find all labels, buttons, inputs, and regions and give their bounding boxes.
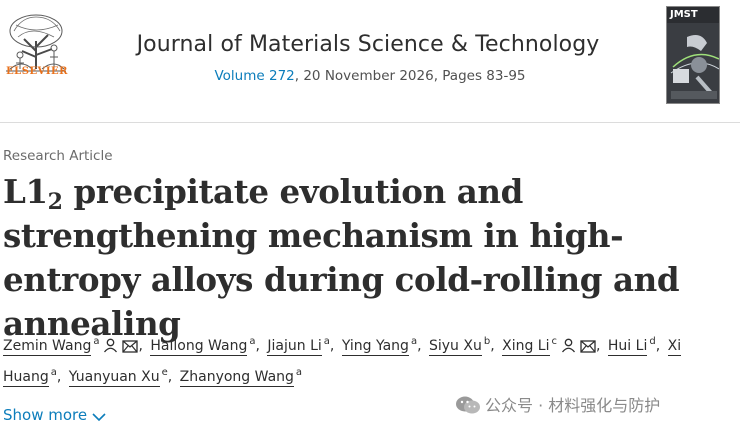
- journal-cover-image[interactable]: JMST: [666, 6, 720, 104]
- author-separator: ,: [56, 369, 66, 385]
- author-separator: ,: [329, 338, 339, 354]
- mail-icon[interactable]: [122, 335, 139, 363]
- author-name[interactable]: Zhanyong Wang: [179, 369, 294, 387]
- author-separator: ,: [255, 338, 265, 354]
- issue-details: , 20 November 2026, Pages 83-95: [294, 68, 526, 84]
- affiliation-marker: b: [483, 336, 491, 347]
- author-separator: ,: [167, 369, 177, 385]
- affiliation-marker: c: [551, 336, 558, 347]
- affiliation-marker: e: [161, 367, 168, 378]
- cover-artwork: [667, 23, 719, 103]
- article-title: L12 precipitate evolution and strengthen…: [3, 172, 680, 343]
- show-more-button[interactable]: Show more: [3, 406, 106, 424]
- author-name[interactable]: Siyu Xu: [428, 338, 482, 356]
- volume-link[interactable]: Volume 272: [214, 68, 295, 84]
- author-separator: ,: [655, 338, 665, 354]
- watermark: 公众号 · 材料强化与防护: [455, 392, 660, 416]
- cover-title: JMST: [670, 9, 698, 20]
- affiliation-marker: a: [249, 336, 256, 347]
- person-icon[interactable]: [103, 335, 118, 363]
- author-name[interactable]: Zemin Wang: [3, 338, 92, 356]
- author-name[interactable]: Xi Huang: [3, 338, 682, 387]
- author-link[interactable]: Yuanyuan Xu e: [68, 367, 168, 387]
- author-separator: ,: [138, 338, 148, 354]
- publisher-name: ELSEVIER: [6, 66, 68, 77]
- author-link[interactable]: Zhanyong Wang a: [179, 367, 303, 387]
- author-name[interactable]: Hui Li: [607, 338, 648, 356]
- author-separator: ,: [596, 338, 605, 354]
- affiliation-marker: a: [93, 336, 100, 347]
- article-type: Research Article: [3, 148, 113, 164]
- chevron-down-icon: [92, 413, 106, 422]
- issue-info: Volume 272, 20 November 2026, Pages 83-9…: [0, 68, 740, 84]
- person-icon[interactable]: [561, 335, 576, 363]
- author-link[interactable]: Ying Yang a: [341, 336, 418, 356]
- author-separator: ,: [417, 338, 426, 354]
- journal-title[interactable]: Journal of Materials Science & Technolog…: [136, 32, 600, 57]
- header-divider: [0, 122, 740, 123]
- author-link[interactable]: Jiajun Li a: [267, 336, 330, 356]
- journal-header: ELSEVIER Journal of Materials Science & …: [0, 0, 740, 112]
- author-name[interactable]: Hailong Wang: [150, 338, 248, 356]
- author-link[interactable]: Hailong Wang a: [150, 336, 256, 356]
- wechat-icon: [456, 396, 480, 414]
- elsevier-tree-logo[interactable]: [2, 4, 70, 82]
- author-name[interactable]: Yuanyuan Xu: [68, 369, 160, 387]
- author-link[interactable]: Siyu Xu b: [428, 336, 491, 356]
- affiliation-marker: d: [649, 336, 656, 347]
- affiliation-marker: a: [410, 336, 418, 347]
- affiliation-marker: a: [295, 367, 303, 378]
- title-subscript: 2: [47, 189, 63, 215]
- affiliation-marker: a: [50, 367, 57, 378]
- author-link[interactable]: Xing Li c: [502, 336, 596, 356]
- mail-icon[interactable]: [580, 335, 596, 363]
- author-list: Zemin Wang a, Hailong Wang a, Jiajun Li a, …: [3, 332, 738, 391]
- author-name[interactable]: Xing Li: [502, 338, 550, 356]
- author-name[interactable]: Jiajun Li: [267, 338, 322, 356]
- author-link[interactable]: Xi Huang a: [3, 338, 682, 387]
- author-link[interactable]: Zemin Wang a: [3, 336, 139, 356]
- author-name[interactable]: Ying Yang: [341, 338, 409, 356]
- affiliation-marker: a: [323, 336, 330, 347]
- author-link[interactable]: Hui Li d: [607, 336, 656, 356]
- author-separator: ,: [490, 338, 500, 354]
